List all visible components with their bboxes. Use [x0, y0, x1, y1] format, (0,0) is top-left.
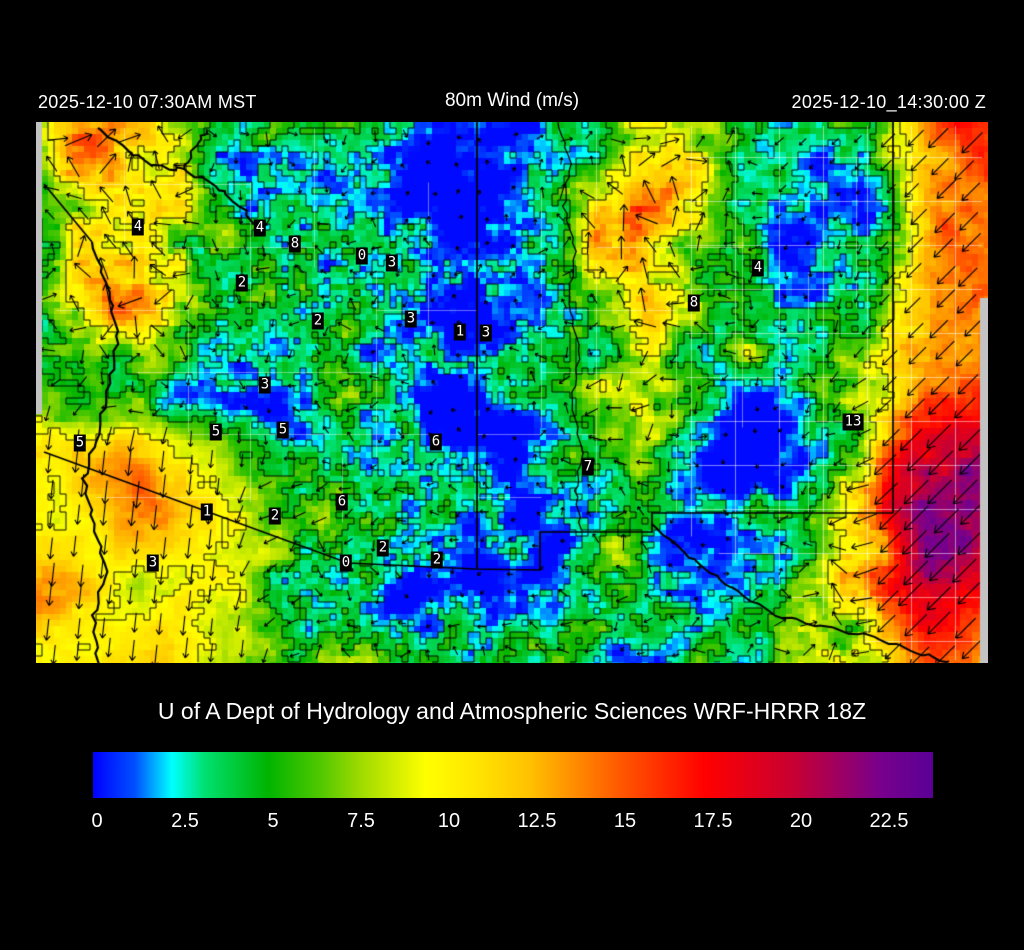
station-wind-value: 4 [131, 218, 145, 236]
station-wind-value: 4 [751, 259, 765, 277]
station-wind-value: 5 [209, 423, 223, 441]
station-wind-value: 3 [385, 254, 399, 272]
station-wind-value: 1 [453, 323, 467, 341]
station-wind-value: 8 [687, 294, 701, 312]
colorbar-tick-label: 10 [437, 810, 461, 832]
station-wind-value: 6 [429, 433, 443, 451]
colorbar-tick-label: 7.5 [347, 810, 375, 832]
wind-map: 4 4 8 2 2 3 0 3 3 1 3 6 7 4 8 13 5 5 5 1 2 6 0 2 2 3 [36, 122, 988, 663]
map-header: 2025-12-10 07:30AM MST 80m Wind (m/s) 20… [36, 90, 988, 114]
page-title: 80m Wind (m/s) [444, 90, 580, 111]
station-wind-value: 4 [253, 219, 267, 237]
station-wind-value: 0 [339, 554, 353, 572]
colorbar-tick-label: 5 [267, 810, 279, 832]
colorbar-tick-label: 0 [91, 810, 103, 832]
station-wind-value: 3 [479, 324, 493, 342]
station-wind-value: 8 [288, 235, 302, 253]
station-wind-value: 5 [73, 434, 87, 452]
station-wind-value: 3 [404, 310, 418, 328]
station-wind-value: 2 [268, 507, 282, 525]
colorbar-tick-label: 20 [789, 810, 813, 832]
product-caption: U of A Dept of Hydrology and Atmospheric… [157, 698, 867, 724]
station-wind-value: 2 [235, 274, 249, 292]
utc-timestamp: 2025-12-10_14:30:00 Z [791, 92, 986, 112]
station-wind-value: 3 [146, 554, 160, 572]
colorbar-tick-label: 17.5 [693, 810, 733, 832]
station-wind-value: 2 [376, 539, 390, 557]
colorbar [93, 752, 933, 798]
station-wind-value: 0 [355, 247, 369, 265]
colorbar-ticks: 0 2.5 5 7.5 10 12.5 15 17.5 20 22.5 [0, 810, 1024, 840]
colorbar-tick-label: 22.5 [869, 810, 909, 832]
station-wind-value: 6 [335, 493, 349, 511]
station-wind-value: 1 [200, 503, 214, 521]
colorbar-tick-label: 2.5 [171, 810, 199, 832]
colorbar-tick-label: 15 [613, 810, 637, 832]
station-wind-value: 3 [258, 376, 272, 394]
station-wind-value: 13 [842, 413, 864, 431]
colorbar-tick-label: 12.5 [517, 810, 557, 832]
station-wind-value: 7 [581, 458, 595, 476]
station-wind-value: 2 [430, 551, 444, 569]
local-timestamp: 2025-12-10 07:30AM MST [38, 92, 257, 112]
station-wind-value: 5 [276, 421, 290, 439]
wind-field-canvas [36, 122, 988, 663]
station-value-layer: 4 4 8 2 2 3 0 3 3 1 3 6 7 4 8 13 5 5 5 1 2 6 0 2 2 3 [36, 122, 988, 663]
station-wind-value: 2 [311, 312, 325, 330]
